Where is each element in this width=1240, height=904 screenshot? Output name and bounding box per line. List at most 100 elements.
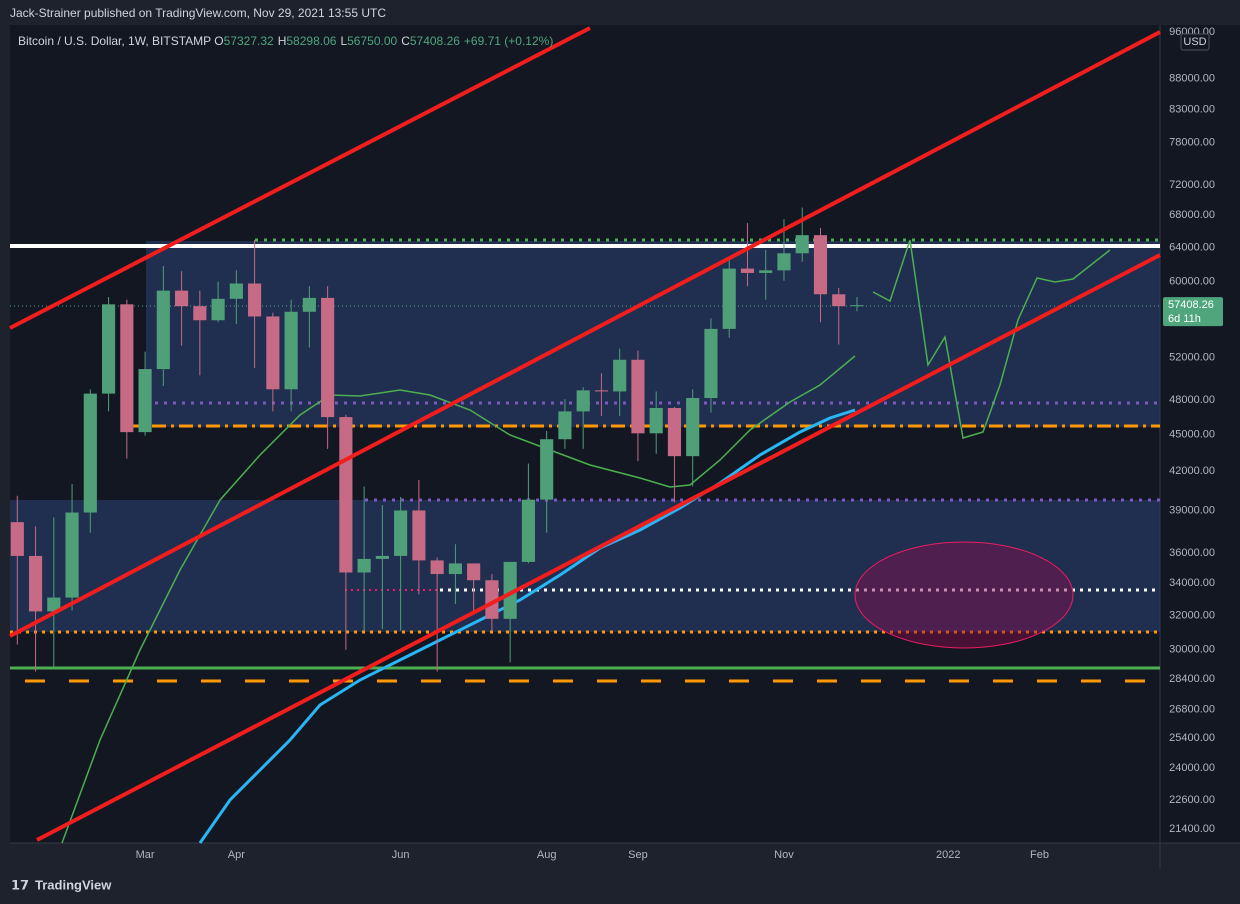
countdown: 6d 11h bbox=[1168, 313, 1201, 325]
trend-line bbox=[9, 26, 591, 330]
symbol: Bitcoin / U.S. Dollar, 1W, BITSTAMP bbox=[18, 34, 211, 48]
candle-body bbox=[485, 580, 499, 619]
ohlc-value: 56750.00 bbox=[347, 34, 398, 48]
last-price-box bbox=[1163, 297, 1223, 327]
candle-body bbox=[521, 499, 535, 562]
y-tick-label: 32000.00 bbox=[1169, 609, 1215, 621]
x-tick-label: Feb bbox=[1030, 849, 1049, 861]
x-tick-label: Mar bbox=[136, 849, 155, 861]
candle-body bbox=[266, 316, 280, 390]
y-tick-label: 48000.00 bbox=[1169, 394, 1215, 406]
candle-body bbox=[193, 306, 207, 321]
candle-body bbox=[503, 561, 517, 619]
candle-body bbox=[339, 417, 353, 573]
plot-bg bbox=[10, 25, 1160, 843]
last-price: 57408.26 bbox=[1168, 299, 1214, 311]
candle-body bbox=[102, 304, 116, 394]
candle-body bbox=[302, 297, 316, 312]
y-tick-label: 68000.00 bbox=[1169, 209, 1215, 221]
y-tick-label: 24000.00 bbox=[1169, 762, 1215, 774]
y-tick-label: 36000.00 bbox=[1169, 547, 1215, 559]
y-tick-label: 21400.00 bbox=[1169, 823, 1215, 835]
moving-average bbox=[61, 355, 856, 844]
currency: USD bbox=[1183, 36, 1206, 48]
candle-body bbox=[594, 390, 608, 392]
ohlc-key: L bbox=[340, 34, 348, 48]
candle-body bbox=[229, 283, 243, 299]
candle-body bbox=[430, 560, 444, 575]
x-tick-label: Nov bbox=[774, 849, 794, 861]
x-tick-label: Apr bbox=[228, 849, 245, 861]
candle-body bbox=[394, 510, 408, 556]
y-tick-label: 25400.00 bbox=[1169, 732, 1215, 744]
trend-line bbox=[9, 30, 1161, 638]
candle-body bbox=[357, 558, 371, 573]
candle-body bbox=[777, 253, 791, 271]
y-tick-label: 30000.00 bbox=[1169, 644, 1215, 656]
ohlc-value: 57408.26 bbox=[409, 34, 460, 48]
ellipse bbox=[854, 541, 1074, 649]
y-tick-label: 64000.00 bbox=[1169, 241, 1215, 253]
candle-body bbox=[832, 294, 846, 307]
candle-body bbox=[704, 328, 718, 399]
candle-body bbox=[649, 408, 663, 434]
candle-body bbox=[175, 290, 189, 307]
candle-body bbox=[813, 235, 828, 295]
candle-body bbox=[631, 359, 645, 434]
candle-body bbox=[448, 563, 462, 575]
candle-body bbox=[120, 304, 134, 433]
x-tick-label: Sep bbox=[628, 849, 648, 861]
forecast-path bbox=[872, 239, 1111, 439]
candle-body bbox=[211, 298, 225, 321]
currency-box bbox=[1180, 33, 1210, 51]
candle-body bbox=[558, 411, 572, 440]
y-tick-label: 39000.00 bbox=[1169, 504, 1215, 516]
y-tick-label: 52000.00 bbox=[1169, 352, 1215, 364]
axis-bg bbox=[1160, 25, 1240, 843]
legend: Bitcoin / U.S. Dollar, 1W, BITSTAMP O573… bbox=[18, 34, 557, 48]
y-tick-label: 28400.00 bbox=[1169, 673, 1215, 685]
x-tick-label: 2022 bbox=[936, 849, 960, 861]
candle-body bbox=[47, 597, 61, 612]
candle-body bbox=[375, 555, 389, 559]
candle-body bbox=[28, 555, 43, 612]
candle-body bbox=[10, 522, 24, 556]
candle-body bbox=[65, 512, 79, 598]
y-tick-label: 22600.00 bbox=[1169, 794, 1215, 806]
candle-body bbox=[284, 311, 298, 390]
ohlc-value: 58298.06 bbox=[286, 34, 337, 48]
y-tick-label: 42000.00 bbox=[1169, 465, 1215, 477]
candle-body bbox=[576, 390, 590, 412]
candle-body bbox=[321, 297, 335, 418]
candle-body bbox=[156, 290, 170, 370]
candle-body bbox=[850, 305, 864, 307]
candles bbox=[10, 207, 864, 672]
candle-body bbox=[248, 283, 262, 317]
trend-line bbox=[36, 253, 1161, 842]
candle-body bbox=[138, 369, 152, 433]
y-tick-label: 60000.00 bbox=[1169, 276, 1215, 288]
range-box bbox=[10, 500, 1160, 632]
y-tick-label: 34000.00 bbox=[1169, 577, 1215, 589]
drawings bbox=[10, 238, 1160, 844]
candle-body bbox=[686, 398, 700, 457]
ohlc: O57327.32 H58298.06 L56750.00 C57408.26 bbox=[214, 34, 464, 48]
candle-body bbox=[613, 359, 627, 392]
ohlc-key: C bbox=[401, 34, 410, 48]
brand: TradingView bbox=[35, 877, 112, 892]
candle-body bbox=[540, 439, 554, 500]
x-tick-label: Jun bbox=[392, 849, 410, 861]
candle-body bbox=[740, 268, 755, 273]
logo: 𝟭𝟳 bbox=[11, 877, 29, 892]
x-tick-label: Aug bbox=[537, 849, 557, 861]
y-tick-label: 45000.00 bbox=[1169, 428, 1215, 440]
price-axis: 96000.0088000.0083000.0078000.0072000.00… bbox=[136, 26, 1223, 861]
candle-body bbox=[759, 270, 773, 273]
candle-body bbox=[795, 235, 809, 254]
candle-body bbox=[412, 510, 426, 561]
candle-body bbox=[83, 393, 97, 513]
y-tick-label: 88000.00 bbox=[1169, 72, 1215, 84]
candle-body bbox=[667, 408, 682, 457]
candle-body bbox=[467, 563, 481, 581]
